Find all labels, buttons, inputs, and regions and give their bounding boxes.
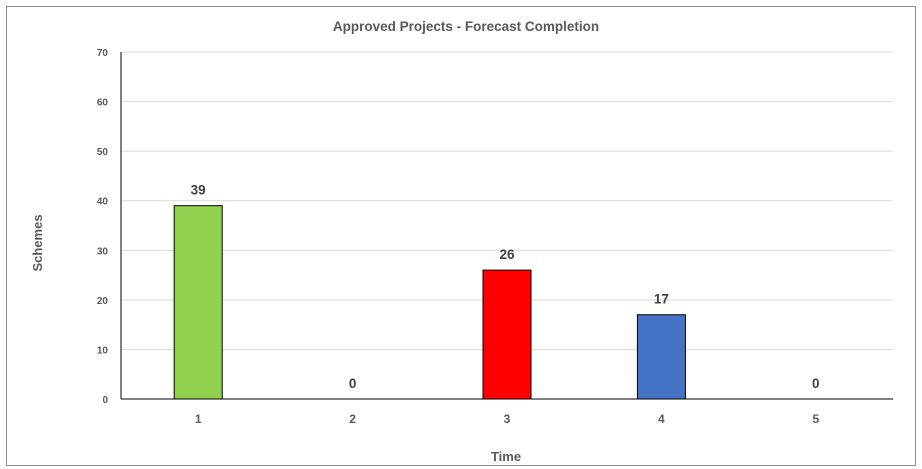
x-tick-label: 1 <box>195 412 202 426</box>
gridlines <box>121 51 893 350</box>
data-labels: 39 0 26 17 0 <box>191 183 820 391</box>
y-tick-label: 10 <box>97 345 109 356</box>
y-tick-label: 30 <box>97 246 109 257</box>
y-tick-label: 60 <box>97 98 109 109</box>
bar <box>636 314 686 400</box>
y-tick-label: 40 <box>97 197 109 208</box>
data-label: 26 <box>499 247 515 262</box>
x-tick-label: 2 <box>349 412 356 426</box>
x-tick-label: 5 <box>812 412 819 426</box>
data-label: 17 <box>654 292 669 307</box>
y-tick-label: 20 <box>97 296 109 307</box>
chart-title: Approved Projects - Forecast Completion <box>333 19 599 34</box>
x-tick-label: 3 <box>504 412 511 426</box>
bar <box>173 205 223 400</box>
x-axis-title: Time <box>491 449 521 464</box>
y-tick-label: 70 <box>97 48 109 59</box>
x-tick-label: 4 <box>658 412 665 426</box>
chart-frame <box>6 6 916 466</box>
data-label: 39 <box>191 183 206 198</box>
bar <box>482 269 532 400</box>
y-axis-ticks: 0 10 20 30 40 50 60 70 <box>97 48 109 406</box>
bars <box>173 205 686 400</box>
y-axis-title: Schemes <box>30 214 45 271</box>
x-axis-ticks: 1 2 3 4 5 <box>195 412 820 426</box>
data-label: 0 <box>812 376 820 391</box>
y-tick-label: 50 <box>97 147 109 158</box>
data-label: 0 <box>349 376 357 391</box>
y-tick-label: 0 <box>102 395 108 406</box>
